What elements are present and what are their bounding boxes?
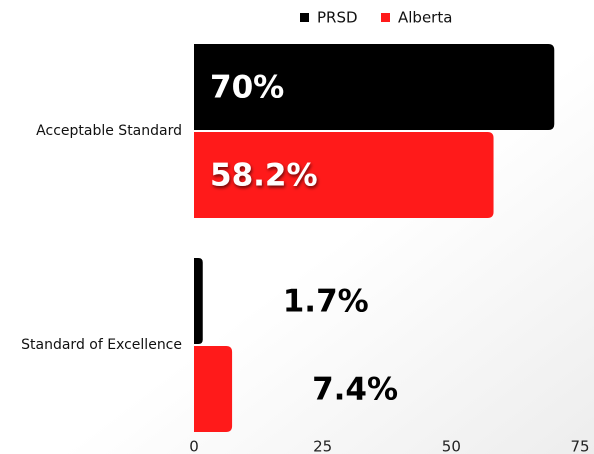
- x-tick-label: 50: [442, 438, 461, 454]
- category-label: Standard of Excellence: [21, 337, 182, 353]
- bar: [194, 132, 494, 218]
- value-label: 58.2%: [210, 158, 318, 194]
- bar: [194, 346, 233, 432]
- legend-swatch: [300, 13, 309, 22]
- bar: [194, 44, 555, 130]
- x-tick-label: 25: [313, 438, 332, 454]
- value-label: 7.4%: [312, 372, 398, 408]
- category-label: Acceptable Standard: [36, 123, 182, 139]
- value-label: 1.7%: [283, 284, 369, 320]
- x-tick-label: 0: [189, 438, 199, 454]
- value-label: 70%: [210, 70, 284, 106]
- bar: [194, 258, 203, 344]
- x-tick-label: 75: [570, 438, 589, 454]
- legend-label: Alberta: [398, 9, 452, 27]
- legend-label: PRSD: [317, 9, 358, 27]
- legend-swatch: [381, 13, 390, 22]
